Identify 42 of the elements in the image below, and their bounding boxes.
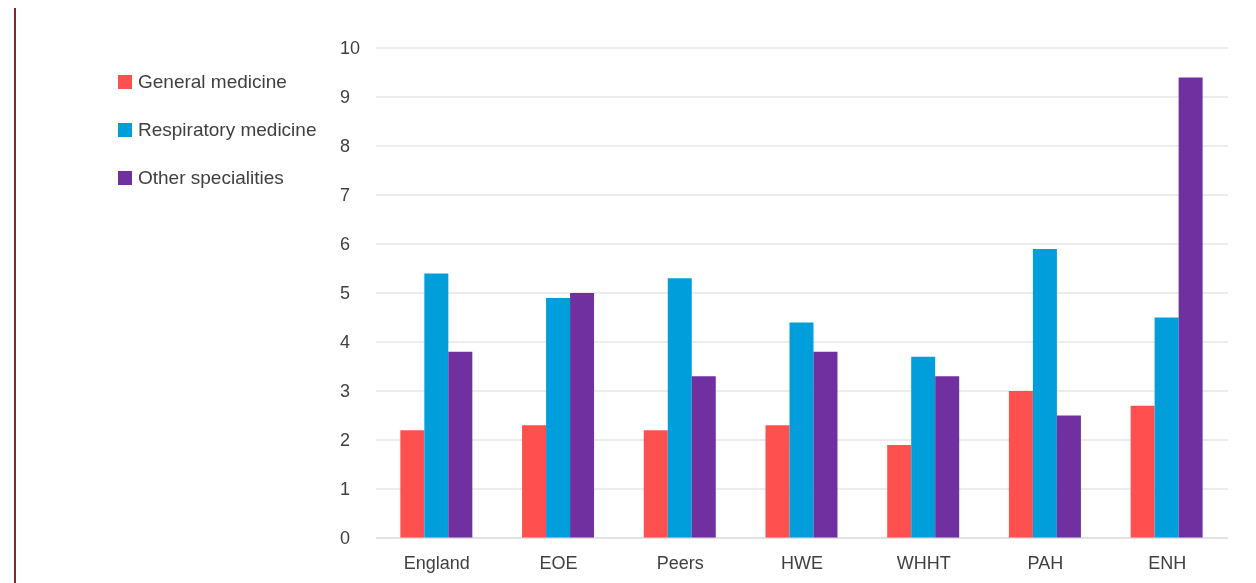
y-tick-label: 7 (340, 185, 351, 206)
bar (1130, 405, 1155, 538)
x-tick-label: ENH (1148, 552, 1187, 573)
y-tick-label: 6 (340, 234, 351, 255)
bar (546, 297, 571, 538)
y-tick-label: 3 (340, 381, 351, 402)
bar (887, 444, 912, 538)
y-tick-label: 5 (340, 283, 351, 304)
y-tick-label: 10 (340, 38, 361, 59)
bar (935, 376, 960, 538)
bar (400, 430, 425, 538)
bar (570, 293, 595, 538)
x-tick-label: Peers (656, 552, 704, 573)
y-tick-label: 4 (340, 332, 351, 353)
x-tick-label: PAH (1027, 552, 1064, 573)
bar (667, 278, 692, 538)
bar (765, 425, 790, 538)
legend-label: Respiratory medicine (138, 118, 317, 142)
x-tick-label: EOE (539, 552, 578, 573)
y-tick-label: 1 (340, 479, 351, 500)
bar (813, 351, 838, 538)
x-tick-label: HWE (781, 552, 823, 573)
bar (1178, 77, 1203, 538)
bar (1032, 248, 1057, 538)
bar (424, 273, 449, 538)
bar (522, 425, 547, 538)
bar (911, 356, 936, 538)
y-tick-label: 9 (340, 87, 351, 108)
bar (789, 322, 814, 538)
legend-label: General medicine (138, 70, 287, 94)
y-tick-label: 8 (340, 136, 351, 157)
bar (1154, 317, 1179, 538)
x-tick-label: WHHT (896, 552, 951, 573)
bar (643, 430, 668, 538)
bar (691, 376, 716, 538)
bar (1056, 415, 1081, 538)
x-tick-label: England (403, 552, 470, 573)
bar (1008, 391, 1033, 538)
legend-label: Other specialities (138, 166, 284, 190)
y-tick-label: 0 (340, 528, 351, 549)
y-tick-label: 2 (340, 430, 351, 451)
bar (448, 351, 473, 538)
